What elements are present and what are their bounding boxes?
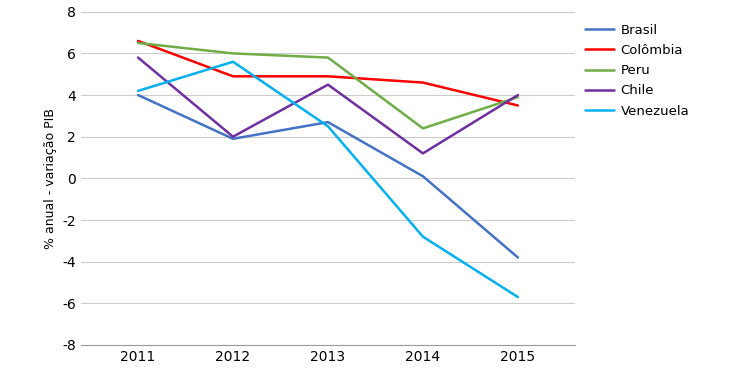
Colômbia [228, 74, 237, 79]
Venezuela [324, 124, 332, 129]
Brasil [419, 174, 427, 179]
Line: Peru: Peru [138, 43, 518, 129]
Y-axis label: % anual - variação PIB: % anual - variação PIB [44, 108, 57, 249]
Colômbia [419, 80, 427, 85]
Brasil [133, 93, 142, 98]
Brasil [324, 120, 332, 125]
Colômbia [133, 38, 142, 43]
Brasil [228, 136, 237, 141]
Chile [514, 93, 523, 98]
Peru [228, 51, 237, 56]
Venezuela [228, 60, 237, 64]
Chile [419, 151, 427, 156]
Colômbia [324, 74, 332, 79]
Colômbia [514, 103, 523, 108]
Venezuela [419, 234, 427, 239]
Brasil [514, 255, 523, 260]
Line: Venezuela: Venezuela [138, 62, 518, 297]
Chile [324, 82, 332, 87]
Line: Chile: Chile [138, 58, 518, 153]
Chile [228, 134, 237, 139]
Chile [133, 55, 142, 60]
Line: Brasil: Brasil [138, 95, 518, 258]
Venezuela [514, 295, 523, 299]
Legend: Brasil, Colômbia, Peru, Chile, Venezuela: Brasil, Colômbia, Peru, Chile, Venezuela [580, 18, 695, 123]
Peru [324, 55, 332, 60]
Line: Colômbia: Colômbia [138, 41, 518, 105]
Peru [514, 95, 523, 100]
Peru [133, 41, 142, 45]
Peru [419, 126, 427, 131]
Venezuela [133, 89, 142, 93]
